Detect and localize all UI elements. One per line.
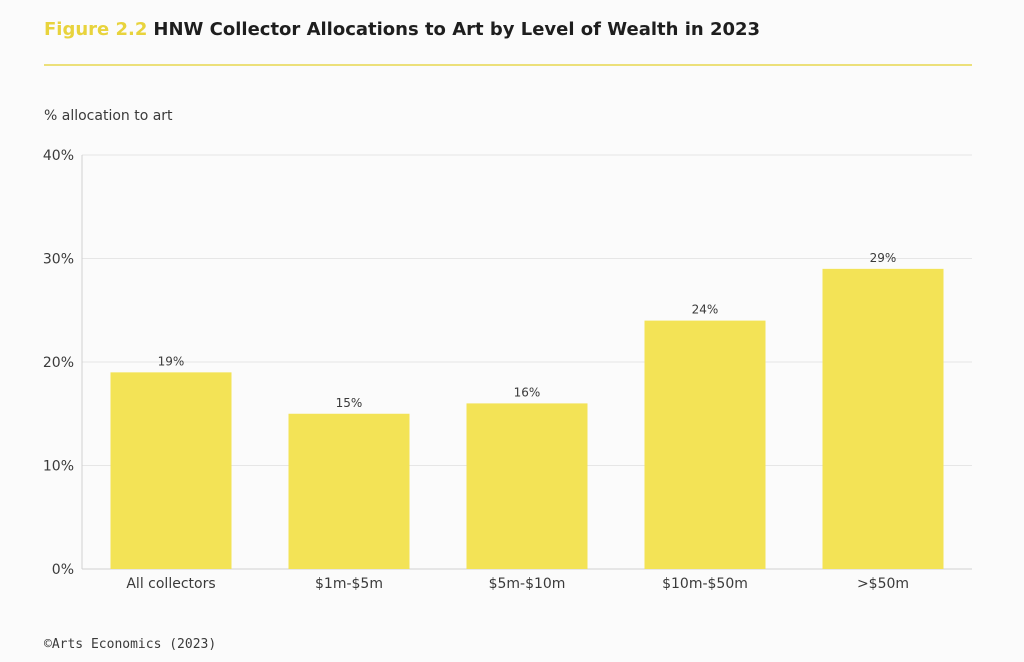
x-tick-label: >$50m <box>857 576 909 592</box>
x-tick-label: $10m-$50m <box>662 576 748 592</box>
figure-label: Figure 2.2 <box>44 19 148 40</box>
y-tick-label: 20% <box>43 355 74 371</box>
chart-title: Figure 2.2 HNW Collector Allocations to A… <box>44 19 760 40</box>
bar-data-label: 16% <box>514 385 541 399</box>
y-tick-label: 30% <box>43 252 74 268</box>
figure-title: HNW Collector Allocations to Art by Leve… <box>153 19 761 40</box>
y-tick-label: 10% <box>43 459 74 475</box>
title-divider <box>44 64 972 66</box>
bar-data-label: 15% <box>336 396 363 410</box>
x-tick-label: $1m-$5m <box>315 576 383 592</box>
bar-data-label: 19% <box>158 354 185 368</box>
y-tick-label: 0% <box>52 562 74 578</box>
bar-data-label: 24% <box>692 303 719 317</box>
bar <box>822 268 944 569</box>
bar <box>466 403 588 569</box>
bar-data-label: 29% <box>870 251 897 265</box>
bar <box>644 320 766 569</box>
x-tick-label: $5m-$10m <box>489 576 566 592</box>
source-credit: ©Arts Economics (2023) <box>44 637 217 652</box>
bar <box>288 413 410 569</box>
x-tick-label: All collectors <box>126 576 215 592</box>
y-tick-label: 40% <box>43 148 74 164</box>
bar <box>110 372 232 569</box>
y-axis-label: % allocation to art <box>44 108 173 124</box>
